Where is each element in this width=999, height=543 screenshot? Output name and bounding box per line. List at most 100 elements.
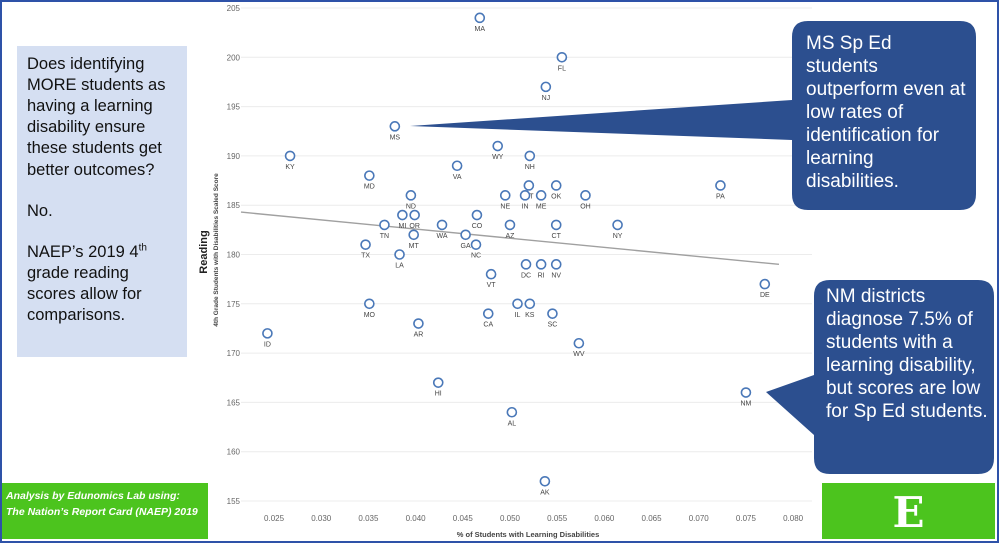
point-label-wy: WY xyxy=(492,154,504,161)
data-point-ri xyxy=(535,259,547,270)
point-label-tn: TN xyxy=(380,233,389,240)
data-point-ak xyxy=(539,475,551,487)
data-point-la xyxy=(394,249,405,260)
data-point-md xyxy=(364,170,375,181)
x-tick-label: 0.050 xyxy=(500,514,521,523)
point-label-wa: WA xyxy=(437,233,448,240)
point-label-az: AZ xyxy=(506,233,516,240)
y-tick-label: 155 xyxy=(227,497,241,506)
data-point-pa xyxy=(715,180,726,191)
point-label-il: IL xyxy=(515,312,521,319)
y-tick-label: 165 xyxy=(227,398,241,407)
point-label-vt: VT xyxy=(487,282,497,289)
credit-banner: Analysis by Edunomics Lab using: The Nat… xyxy=(2,483,208,539)
y-axis-label: Reading xyxy=(198,230,210,273)
data-point-az xyxy=(504,219,516,231)
data-point-nv xyxy=(550,259,562,270)
note-text-part2: grade reading scores allow for compariso… xyxy=(27,263,142,325)
data-point-nj xyxy=(540,81,552,93)
point-label-fl: FL xyxy=(558,65,566,72)
point-label-hi: HI xyxy=(435,391,442,398)
data-point-hi xyxy=(432,377,444,388)
point-label-mi: MI xyxy=(398,223,406,230)
data-point-mt xyxy=(408,229,420,241)
data-point-tn xyxy=(379,219,390,231)
y-tick-label: 175 xyxy=(227,300,241,309)
x-tick-labels: 0.025 0.030 0.035 0.040 0.045 0.050 0.055 0.060… xyxy=(264,514,804,523)
data-point-vt xyxy=(485,268,497,280)
point-label-md: MD xyxy=(364,184,375,191)
point-label-de: DE xyxy=(760,292,770,299)
point-label-pa: PA xyxy=(716,193,725,200)
point-label-mt: MT xyxy=(409,243,420,250)
x-tick-label: 0.025 xyxy=(264,514,285,523)
point-label-ga: GA xyxy=(461,243,471,250)
data-point-or xyxy=(409,209,420,221)
point-label-ms: MS xyxy=(390,134,401,141)
question-text: Does identifying MORE students as having… xyxy=(27,55,166,179)
x-tick-label: 0.055 xyxy=(547,514,568,523)
data-point-nc xyxy=(470,239,482,250)
data-point-sc xyxy=(547,308,558,319)
data-point-nd xyxy=(405,190,417,201)
point-label-ny: NY xyxy=(613,233,623,240)
point-label-al: AL xyxy=(508,420,517,427)
data-point-ct xyxy=(550,219,562,231)
data-point-ut xyxy=(523,180,535,191)
point-label-ak: AK xyxy=(540,489,550,496)
point-label-nj: NJ xyxy=(542,95,551,102)
note-superscript: th xyxy=(138,242,147,254)
data-point-ca xyxy=(482,308,494,319)
data-point-va xyxy=(451,160,463,172)
data-points: MAFLNJMSKYWYNHVAMDPAUTOKNDNEINMEOHMIORCO… xyxy=(262,12,771,496)
point-label-id: ID xyxy=(264,341,271,348)
point-label-ca: CA xyxy=(483,322,493,329)
ms-callout-text: MS Sp Ed students outperform even at low… xyxy=(806,33,966,192)
point-label-ok: OK xyxy=(551,193,561,200)
x-axis-label: % of Students with Learning Disabilities xyxy=(457,530,600,539)
data-point-wa xyxy=(436,219,448,231)
data-point-in xyxy=(519,190,531,201)
y-axis-sublabel: 4th Grade Students with Disabilities Sca… xyxy=(213,173,220,327)
question-panel: Does identifying MORE students as having… xyxy=(17,46,187,357)
data-point-co xyxy=(471,209,483,221)
credit-line-2: The Nation’s Report Card (NAEP) 2019 xyxy=(6,506,198,518)
x-tick-label: 0.075 xyxy=(736,514,757,523)
data-point-ms xyxy=(389,121,401,132)
x-tick-label: 0.065 xyxy=(642,514,663,523)
y-tick-label: 170 xyxy=(227,349,241,358)
point-label-sc: SC xyxy=(548,322,558,329)
data-point-ny xyxy=(612,219,623,231)
point-label-co: CO xyxy=(472,223,483,230)
data-point-ga xyxy=(460,229,471,241)
data-point-tx xyxy=(360,239,371,250)
y-tick-label: 200 xyxy=(227,53,241,62)
data-point-ok xyxy=(550,180,562,191)
point-label-mo: MO xyxy=(364,312,376,319)
point-label-oh: OH xyxy=(580,203,591,210)
data-point-me xyxy=(535,190,547,201)
point-label-ne: NE xyxy=(500,203,510,210)
data-point-wy xyxy=(492,140,504,152)
point-label-nd: ND xyxy=(406,203,416,210)
answer-text: No. xyxy=(27,201,53,220)
data-point-mi xyxy=(397,209,408,221)
point-label-ar: AR xyxy=(414,332,424,339)
data-point-id xyxy=(262,328,273,339)
x-tick-label: 0.070 xyxy=(689,514,710,523)
data-point-de xyxy=(759,278,771,290)
point-label-nh: NH xyxy=(525,164,535,171)
point-label-nm: NM xyxy=(740,401,751,408)
data-point-wv xyxy=(573,337,585,349)
nm-callout-bubble xyxy=(766,280,994,474)
point-label-nc: NC xyxy=(471,253,481,260)
point-label-nv: NV xyxy=(551,272,561,279)
point-label-ks: KS xyxy=(525,312,535,319)
data-point-al xyxy=(506,406,518,418)
point-label-ky: KY xyxy=(285,164,295,171)
data-point-ar xyxy=(413,318,424,329)
nm-callout-text: NM districts diagnose 7.5% of students w… xyxy=(826,286,988,422)
data-point-fl xyxy=(556,51,568,63)
data-point-nh xyxy=(524,150,536,162)
